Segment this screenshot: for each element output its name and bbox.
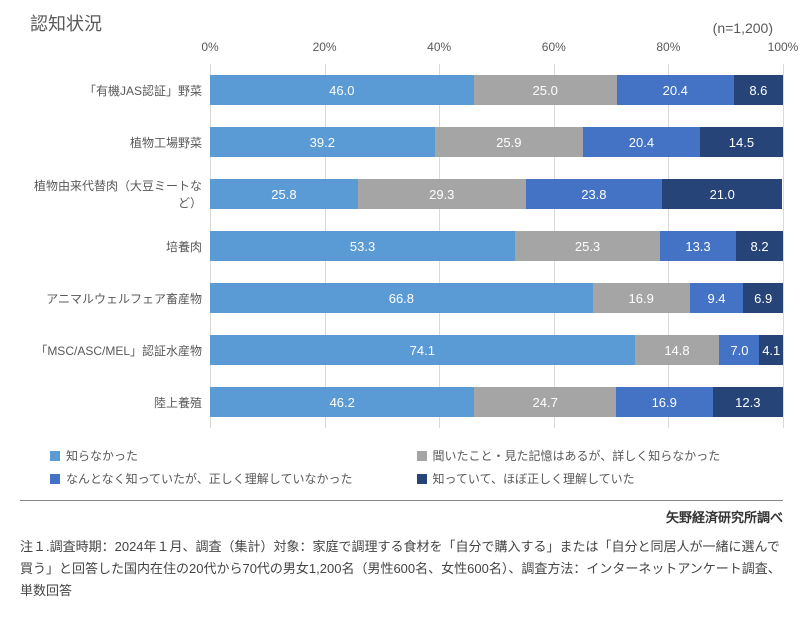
legend-item: 知っていて、ほぼ正しく理解していた [417, 467, 784, 490]
legend-item: 知らなかった [50, 444, 417, 467]
bar-track: 46.224.716.912.3 [210, 387, 783, 417]
bar-segment: 74.1 [210, 335, 635, 365]
legend-label: 聞いたこと・見た記憶はあるが、詳しく知らなかった [433, 447, 721, 464]
bar-segment: 8.2 [736, 231, 783, 261]
divider [20, 500, 783, 501]
footnote: 注１.調査時期：2024年１月、調査（集計）対象：家庭で調理する食材を「自分で購… [20, 536, 783, 602]
axis-tick: 100% [768, 40, 799, 54]
bar-segment: 23.8 [526, 179, 662, 209]
bar-segment: 20.4 [617, 75, 734, 105]
bar-segment: 39.2 [210, 127, 435, 157]
category-label: 「有機JAS認証」野菜 [20, 82, 210, 99]
legend-label: 知っていて、ほぼ正しく理解していた [433, 470, 635, 487]
bar-track: 66.816.99.46.9 [210, 283, 783, 313]
bar-segment: 4.1 [759, 335, 782, 365]
bar-segment: 24.7 [474, 387, 615, 417]
category-label: アニマルウェルフェア畜産物 [20, 290, 210, 307]
bar-track: 25.829.323.821.0 [210, 179, 783, 209]
bar-segment: 7.0 [719, 335, 759, 365]
bar-segment: 25.8 [210, 179, 358, 209]
legend-swatch [417, 474, 427, 484]
bars-area: 「有機JAS認証」野菜46.025.020.48.6植物工場野菜39.225.9… [20, 64, 783, 428]
bar-segment: 25.9 [435, 127, 583, 157]
bar-segment: 66.8 [210, 283, 593, 313]
category-label: 植物由来代替肉（大豆ミートなど） [20, 177, 210, 211]
axis-tick: 40% [427, 40, 451, 54]
bar-row: 植物工場野菜39.225.920.414.5 [20, 116, 783, 168]
bar-track: 74.114.87.04.1 [210, 335, 783, 365]
chart-header: 認知状況 (n=1,200) [20, 10, 783, 36]
source-credit: 矢野経済研究所調べ [20, 507, 783, 526]
bar-row: アニマルウェルフェア畜産物66.816.99.46.9 [20, 272, 783, 324]
bar-row: 「MSC/ASC/MEL」認証水産物74.114.87.04.1 [20, 324, 783, 376]
bar-row: 陸上養殖46.224.716.912.3 [20, 376, 783, 428]
bar-segment: 46.2 [210, 387, 474, 417]
bar-segment: 13.3 [660, 231, 736, 261]
bar-segment: 25.0 [474, 75, 617, 105]
category-label: 陸上養殖 [20, 394, 210, 411]
bar-segment: 21.0 [662, 179, 782, 209]
bar-row: 植物由来代替肉（大豆ミートなど）25.829.323.821.0 [20, 168, 783, 220]
category-label: 培養肉 [20, 238, 210, 255]
bar-track: 46.025.020.48.6 [210, 75, 783, 105]
bar-track: 53.325.313.38.2 [210, 231, 783, 261]
awareness-chart: 認知状況 (n=1,200) 0%20%40%60%80%100% 「有機JAS… [20, 10, 783, 490]
legend-label: 知らなかった [66, 447, 138, 464]
bar-segment: 20.4 [583, 127, 700, 157]
bar-row: 「有機JAS認証」野菜46.025.020.48.6 [20, 64, 783, 116]
bar-segment: 16.9 [616, 387, 713, 417]
legend-swatch [50, 474, 60, 484]
axis-tick: 60% [542, 40, 566, 54]
legend-item: 聞いたこと・見た記憶はあるが、詳しく知らなかった [417, 444, 784, 467]
bar-segment: 9.4 [690, 283, 744, 313]
legend-label: なんとなく知っていたが、正しく理解していなかった [66, 470, 352, 487]
x-axis: 0%20%40%60%80%100% [20, 40, 783, 64]
bar-track: 39.225.920.414.5 [210, 127, 783, 157]
bar-segment: 14.5 [700, 127, 783, 157]
bar-segment: 14.8 [635, 335, 720, 365]
category-label: 「MSC/ASC/MEL」認証水産物 [20, 342, 210, 359]
bar-segment: 12.3 [713, 387, 783, 417]
legend-item: なんとなく知っていたが、正しく理解していなかった [50, 467, 417, 490]
bar-row: 培養肉53.325.313.38.2 [20, 220, 783, 272]
axis-tick: 20% [313, 40, 337, 54]
legend-swatch [50, 451, 60, 461]
bar-segment: 46.0 [210, 75, 474, 105]
axis-tick: 0% [201, 40, 218, 54]
category-label: 植物工場野菜 [20, 134, 210, 151]
bar-segment: 16.9 [593, 283, 690, 313]
legend: 知らなかった 聞いたこと・見た記憶はあるが、詳しく知らなかったなんとなく知っていた… [20, 444, 783, 490]
bar-segment: 25.3 [515, 231, 660, 261]
gridline [783, 64, 784, 428]
bar-segment: 6.9 [743, 283, 783, 313]
bar-segment: 53.3 [210, 231, 515, 261]
bar-segment: 8.6 [734, 75, 783, 105]
sample-size: (n=1,200) [713, 20, 783, 36]
legend-swatch [417, 451, 427, 461]
bar-segment: 29.3 [358, 179, 526, 209]
chart-title: 認知状況 [20, 10, 210, 36]
axis-tick: 80% [656, 40, 680, 54]
